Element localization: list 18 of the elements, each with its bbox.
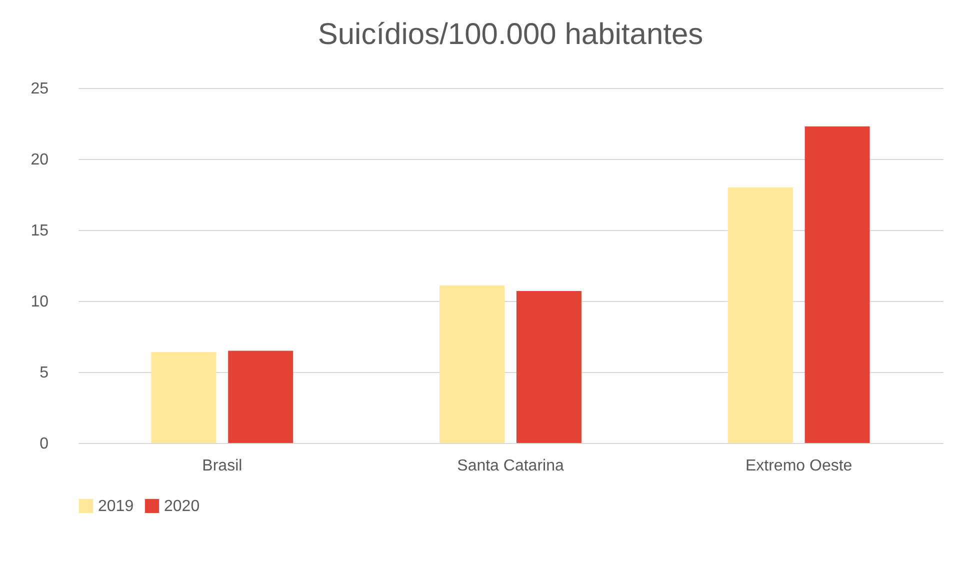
legend-label: 2019 [98,498,134,515]
chart-title: Suicídios/100.000 habitantes [318,18,704,51]
y-tick-label: 15 [30,222,49,240]
bar [728,187,793,443]
bar [804,126,870,443]
y-tick-label: 20 [30,152,49,168]
y-tick-label: 0 [40,436,49,452]
legend-label: 2020 [164,498,200,515]
y-tick-label: 10 [30,294,49,310]
y-tick-label: 25 [30,80,49,98]
bar [228,350,294,443]
bar [516,291,582,443]
x-tick-label: Brasil [202,458,242,474]
x-tick-label: Extremo Oeste [745,458,852,474]
y-tick-label: 5 [40,364,49,382]
x-tick-label: Santa Catarina [457,458,564,474]
bar [440,285,505,443]
bar [151,352,216,443]
